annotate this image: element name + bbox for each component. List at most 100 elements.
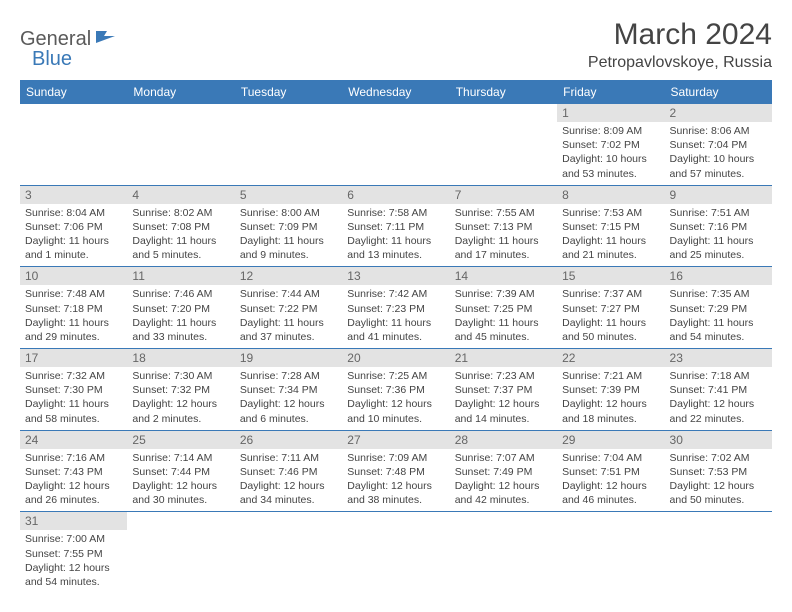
calendar-cell: 28Sunrise: 7:07 AMSunset: 7:49 PMDayligh… bbox=[450, 430, 557, 512]
day-info: Sunrise: 7:14 AMSunset: 7:44 PMDaylight:… bbox=[127, 449, 234, 512]
calendar-cell bbox=[235, 512, 342, 593]
day-number: 4 bbox=[127, 186, 234, 204]
calendar-body: 1Sunrise: 8:09 AMSunset: 7:02 PMDaylight… bbox=[20, 104, 772, 593]
sunset: Sunset: 7:23 PM bbox=[347, 302, 444, 316]
day-info: Sunrise: 7:42 AMSunset: 7:23 PMDaylight:… bbox=[342, 285, 449, 348]
daylight-line2: and 25 minutes. bbox=[670, 248, 767, 262]
calendar-cell: 11Sunrise: 7:46 AMSunset: 7:20 PMDayligh… bbox=[127, 267, 234, 349]
calendar-cell: 13Sunrise: 7:42 AMSunset: 7:23 PMDayligh… bbox=[342, 267, 449, 349]
calendar-cell bbox=[665, 512, 772, 593]
daylight-line1: Daylight: 11 hours bbox=[670, 316, 767, 330]
daylight-line2: and 58 minutes. bbox=[25, 412, 122, 426]
day-info: Sunrise: 8:06 AMSunset: 7:04 PMDaylight:… bbox=[665, 122, 772, 185]
daylight-line2: and 1 minute. bbox=[25, 248, 122, 262]
sunrise: Sunrise: 7:07 AM bbox=[455, 451, 552, 465]
daylight-line1: Daylight: 12 hours bbox=[347, 479, 444, 493]
daylight-line2: and 41 minutes. bbox=[347, 330, 444, 344]
day-info: Sunrise: 7:18 AMSunset: 7:41 PMDaylight:… bbox=[665, 367, 772, 430]
sunrise: Sunrise: 7:04 AM bbox=[562, 451, 659, 465]
weekday-header: Friday bbox=[557, 80, 664, 104]
daylight-line1: Daylight: 11 hours bbox=[347, 234, 444, 248]
daylight-line1: Daylight: 10 hours bbox=[562, 152, 659, 166]
daylight-line2: and 5 minutes. bbox=[132, 248, 229, 262]
day-info: Sunrise: 7:00 AMSunset: 7:55 PMDaylight:… bbox=[20, 530, 127, 593]
calendar-cell: 21Sunrise: 7:23 AMSunset: 7:37 PMDayligh… bbox=[450, 349, 557, 431]
day-number: 12 bbox=[235, 267, 342, 285]
calendar-row: 3Sunrise: 8:04 AMSunset: 7:06 PMDaylight… bbox=[20, 185, 772, 267]
day-number: 29 bbox=[557, 431, 664, 449]
title-block: March 2024 Petropavlovskoye, Russia bbox=[588, 18, 772, 72]
sunrise: Sunrise: 7:02 AM bbox=[670, 451, 767, 465]
daylight-line1: Daylight: 11 hours bbox=[240, 234, 337, 248]
sunrise: Sunrise: 7:00 AM bbox=[25, 532, 122, 546]
calendar-cell: 7Sunrise: 7:55 AMSunset: 7:13 PMDaylight… bbox=[450, 185, 557, 267]
daylight-line2: and 45 minutes. bbox=[455, 330, 552, 344]
calendar-cell: 23Sunrise: 7:18 AMSunset: 7:41 PMDayligh… bbox=[665, 349, 772, 431]
daylight-line1: Daylight: 11 hours bbox=[132, 234, 229, 248]
day-info: Sunrise: 7:55 AMSunset: 7:13 PMDaylight:… bbox=[450, 204, 557, 267]
sunset: Sunset: 7:22 PM bbox=[240, 302, 337, 316]
sunset: Sunset: 7:37 PM bbox=[455, 383, 552, 397]
sunrise: Sunrise: 7:21 AM bbox=[562, 369, 659, 383]
daylight-line2: and 17 minutes. bbox=[455, 248, 552, 262]
daylight-line2: and 2 minutes. bbox=[132, 412, 229, 426]
weekday-header: Sunday bbox=[20, 80, 127, 104]
day-number: 14 bbox=[450, 267, 557, 285]
day-info: Sunrise: 7:51 AMSunset: 7:16 PMDaylight:… bbox=[665, 204, 772, 267]
daylight-line1: Daylight: 12 hours bbox=[347, 397, 444, 411]
sunset: Sunset: 7:08 PM bbox=[132, 220, 229, 234]
daylight-line2: and 6 minutes. bbox=[240, 412, 337, 426]
day-info: Sunrise: 7:58 AMSunset: 7:11 PMDaylight:… bbox=[342, 204, 449, 267]
calendar-cell: 26Sunrise: 7:11 AMSunset: 7:46 PMDayligh… bbox=[235, 430, 342, 512]
calendar-cell: 25Sunrise: 7:14 AMSunset: 7:44 PMDayligh… bbox=[127, 430, 234, 512]
calendar-cell: 16Sunrise: 7:35 AMSunset: 7:29 PMDayligh… bbox=[665, 267, 772, 349]
calendar-cell bbox=[342, 104, 449, 185]
sunset: Sunset: 7:09 PM bbox=[240, 220, 337, 234]
day-number: 7 bbox=[450, 186, 557, 204]
daylight-line1: Daylight: 12 hours bbox=[240, 397, 337, 411]
location: Petropavlovskoye, Russia bbox=[588, 54, 772, 72]
day-number: 8 bbox=[557, 186, 664, 204]
day-number: 10 bbox=[20, 267, 127, 285]
sunrise: Sunrise: 7:25 AM bbox=[347, 369, 444, 383]
sunrise: Sunrise: 7:42 AM bbox=[347, 287, 444, 301]
calendar-cell: 20Sunrise: 7:25 AMSunset: 7:36 PMDayligh… bbox=[342, 349, 449, 431]
logo-blue-wrap: Blue bbox=[32, 48, 72, 71]
calendar-cell bbox=[127, 104, 234, 185]
sunset: Sunset: 7:44 PM bbox=[132, 465, 229, 479]
sunset: Sunset: 7:30 PM bbox=[25, 383, 122, 397]
daylight-line2: and 22 minutes. bbox=[670, 412, 767, 426]
day-info: Sunrise: 7:11 AMSunset: 7:46 PMDaylight:… bbox=[235, 449, 342, 512]
daylight-line1: Daylight: 11 hours bbox=[25, 316, 122, 330]
daylight-line1: Daylight: 12 hours bbox=[562, 479, 659, 493]
calendar-cell: 29Sunrise: 7:04 AMSunset: 7:51 PMDayligh… bbox=[557, 430, 664, 512]
day-number: 26 bbox=[235, 431, 342, 449]
sunset: Sunset: 7:53 PM bbox=[670, 465, 767, 479]
day-info: Sunrise: 7:53 AMSunset: 7:15 PMDaylight:… bbox=[557, 204, 664, 267]
day-number: 18 bbox=[127, 349, 234, 367]
daylight-line2: and 34 minutes. bbox=[240, 493, 337, 507]
calendar-cell: 9Sunrise: 7:51 AMSunset: 7:16 PMDaylight… bbox=[665, 185, 772, 267]
day-info: Sunrise: 8:02 AMSunset: 7:08 PMDaylight:… bbox=[127, 204, 234, 267]
weekday-header: Thursday bbox=[450, 80, 557, 104]
daylight-line2: and 10 minutes. bbox=[347, 412, 444, 426]
day-info: Sunrise: 7:04 AMSunset: 7:51 PMDaylight:… bbox=[557, 449, 664, 512]
day-number: 30 bbox=[665, 431, 772, 449]
header: General March 2024 Petropavlovskoye, Rus… bbox=[20, 18, 772, 72]
day-info: Sunrise: 7:21 AMSunset: 7:39 PMDaylight:… bbox=[557, 367, 664, 430]
sunset: Sunset: 7:16 PM bbox=[670, 220, 767, 234]
daylight-line2: and 9 minutes. bbox=[240, 248, 337, 262]
daylight-line1: Daylight: 12 hours bbox=[670, 479, 767, 493]
sunrise: Sunrise: 7:14 AM bbox=[132, 451, 229, 465]
day-number: 2 bbox=[665, 104, 772, 122]
daylight-line2: and 33 minutes. bbox=[132, 330, 229, 344]
daylight-line2: and 21 minutes. bbox=[562, 248, 659, 262]
calendar-cell: 12Sunrise: 7:44 AMSunset: 7:22 PMDayligh… bbox=[235, 267, 342, 349]
sunrise: Sunrise: 7:48 AM bbox=[25, 287, 122, 301]
day-number: 21 bbox=[450, 349, 557, 367]
day-number: 24 bbox=[20, 431, 127, 449]
day-info: Sunrise: 7:28 AMSunset: 7:34 PMDaylight:… bbox=[235, 367, 342, 430]
day-number: 15 bbox=[557, 267, 664, 285]
calendar-cell: 1Sunrise: 8:09 AMSunset: 7:02 PMDaylight… bbox=[557, 104, 664, 185]
daylight-line2: and 18 minutes. bbox=[562, 412, 659, 426]
